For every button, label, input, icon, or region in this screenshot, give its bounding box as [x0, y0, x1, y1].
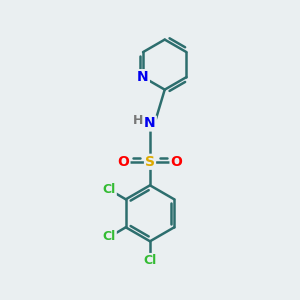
Text: Cl: Cl	[103, 230, 116, 243]
Text: N: N	[144, 116, 156, 130]
Text: N: N	[137, 70, 149, 84]
Text: H: H	[132, 114, 143, 127]
Text: Cl: Cl	[103, 183, 116, 196]
Text: O: O	[171, 155, 182, 169]
Text: Cl: Cl	[143, 254, 157, 267]
Text: S: S	[145, 155, 155, 169]
Text: O: O	[118, 155, 129, 169]
